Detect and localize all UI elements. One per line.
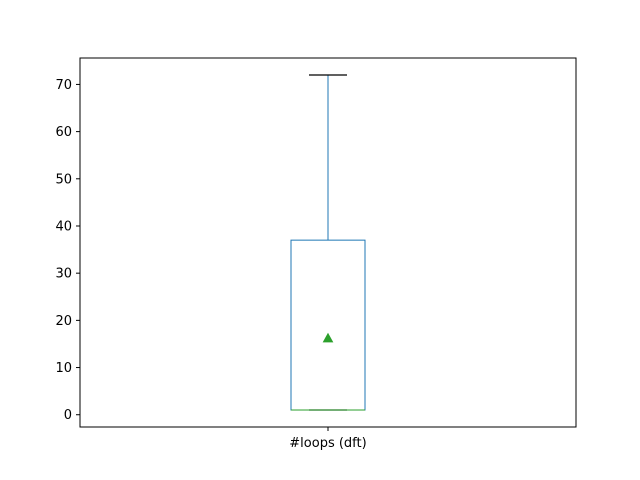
y-tick-label: 40 — [55, 219, 72, 234]
x-tick-label: #loops (dft) — [289, 436, 366, 451]
y-axis: 0 10 20 30 40 50 60 70 — [55, 78, 80, 423]
mean-marker — [322, 332, 334, 343]
y-tick-label: 10 — [55, 361, 72, 376]
box-marks — [290, 74, 366, 411]
x-axis: #loops (dft) — [289, 427, 367, 451]
y-tick-label: 50 — [55, 172, 72, 187]
y-tick-label: 70 — [55, 78, 72, 93]
y-tick-label: 30 — [55, 267, 72, 282]
y-tick-label: 60 — [55, 125, 72, 140]
plot-frame — [79, 57, 577, 428]
y-tick-label: 20 — [55, 314, 72, 329]
y-tick-label: 0 — [64, 408, 72, 423]
